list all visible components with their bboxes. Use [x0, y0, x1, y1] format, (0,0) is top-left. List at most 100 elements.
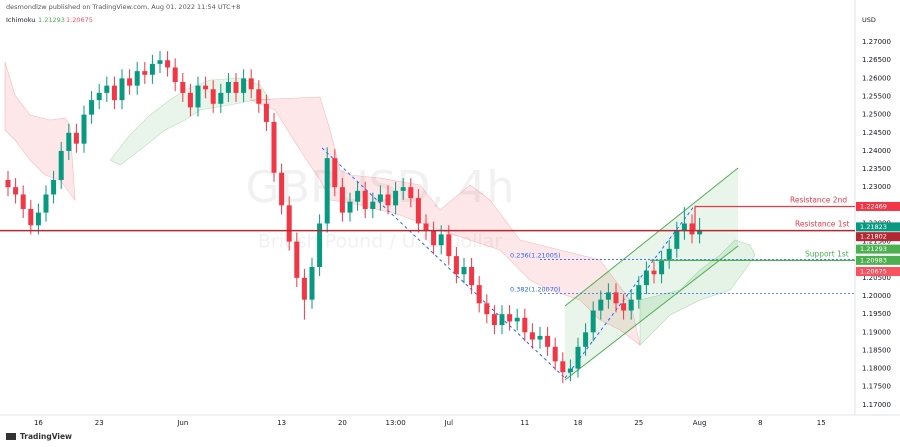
price-badge-label: 1.20983 — [860, 256, 887, 264]
candle-body — [476, 285, 482, 304]
price-badge — [856, 255, 900, 265]
x-tick-label: 8 — [758, 419, 762, 427]
candle-body — [423, 223, 429, 231]
candle-body — [689, 223, 695, 235]
candle-body — [370, 201, 376, 209]
candle-body — [552, 346, 558, 362]
y-tick-label: 1.23000 — [862, 183, 891, 191]
fib-label: 0.236(1.21005) — [510, 252, 561, 260]
y-tick-label: 1.24000 — [862, 147, 891, 155]
logo-icon — [6, 433, 16, 440]
candle-body — [187, 92, 193, 108]
candle-body — [263, 103, 269, 122]
candle-body — [286, 205, 292, 242]
candle-body — [43, 194, 49, 213]
candle-body — [651, 270, 657, 275]
y-tick-label: 1.21500 — [862, 238, 891, 246]
candle-body — [377, 194, 383, 202]
candle-body — [469, 267, 475, 286]
candle-body — [309, 267, 315, 300]
candle-body — [567, 368, 573, 373]
candle-body — [575, 346, 581, 369]
level-name: Resistance 2nd — [790, 195, 847, 204]
candle-body — [681, 223, 687, 231]
y-tick-label: 1.24500 — [862, 129, 891, 137]
candle-body — [415, 198, 421, 224]
x-tick-label: Jul — [444, 419, 454, 427]
candle-body — [58, 150, 64, 180]
published: desmondlzw published on TradingView.com,… — [6, 3, 240, 11]
indicator-name: Ichimoku — [6, 16, 35, 24]
indicator-value: 1.20675 — [66, 16, 93, 24]
candle-body — [13, 187, 19, 195]
x-tick-label: 20 — [338, 419, 347, 427]
candle-body — [301, 277, 307, 300]
x-tick-label: 16 — [34, 419, 43, 427]
y-tick-label: 1.26000 — [862, 74, 891, 82]
level-name: Resistance 1st — [795, 220, 849, 229]
candle-body — [180, 82, 186, 93]
candle-body — [697, 229, 703, 235]
candle-body — [66, 132, 72, 151]
candle-body — [203, 85, 209, 90]
candle-body — [514, 317, 520, 322]
candle-body — [643, 270, 649, 286]
y-tick-label: 1.17500 — [862, 383, 891, 391]
y-tick-label: 1.18000 — [862, 365, 891, 373]
y-tick-label: 1.19500 — [862, 310, 891, 318]
candle-body — [218, 92, 224, 104]
x-tick-label: 13:00 — [386, 419, 406, 427]
candle-body — [233, 82, 239, 93]
y-tick-label: 1.20500 — [862, 274, 891, 282]
candle-body — [461, 267, 467, 275]
candle-body — [317, 223, 323, 268]
candle-body — [256, 89, 262, 104]
candle-body — [400, 187, 406, 191]
candle-body — [545, 335, 551, 347]
y-tick-label: 1.23500 — [862, 165, 891, 173]
candle-body — [393, 190, 399, 206]
candle-body — [590, 310, 596, 333]
channel-line — [564, 245, 739, 381]
candle-body — [165, 60, 171, 68]
candle-body — [35, 212, 41, 226]
candle-body — [484, 303, 490, 315]
price-badge — [856, 232, 900, 242]
candle-body — [111, 85, 117, 101]
candle-body — [195, 85, 201, 108]
price-badge — [856, 267, 900, 277]
y-tick-label: 1.25500 — [862, 93, 891, 101]
candle-body — [507, 314, 513, 322]
candle-body — [149, 63, 155, 75]
price-badge-label: 1.21293 — [860, 245, 887, 253]
candle-body — [28, 208, 34, 226]
y-tick-label: 1.26500 — [862, 56, 891, 64]
x-tick-label: 15 — [817, 419, 826, 427]
candle-body — [5, 179, 11, 188]
price-badge-label: 1.21823 — [860, 223, 887, 231]
candle-body — [89, 100, 95, 115]
candle-body — [499, 314, 505, 326]
price-badge-label: 1.20675 — [860, 268, 887, 276]
candle-body — [560, 361, 566, 373]
candle-body — [362, 190, 368, 209]
candle-body — [172, 67, 178, 83]
candle-body — [431, 230, 437, 246]
cloud — [249, 96, 641, 346]
candle-body — [583, 332, 589, 347]
candle-body — [598, 299, 604, 311]
candle-body — [142, 71, 148, 75]
price-badge-label: 1.21802 — [860, 233, 887, 241]
candle-body — [529, 332, 535, 340]
cloud — [4, 61, 76, 201]
y-tick-label: 1.19000 — [862, 328, 891, 336]
candle-body — [446, 234, 452, 257]
price-badge — [856, 201, 900, 211]
candle-body — [81, 114, 87, 144]
candle-body — [522, 317, 528, 333]
candle-body — [96, 92, 102, 101]
candle-body — [20, 194, 26, 209]
candle-body — [385, 194, 391, 206]
candle-body — [332, 158, 338, 188]
